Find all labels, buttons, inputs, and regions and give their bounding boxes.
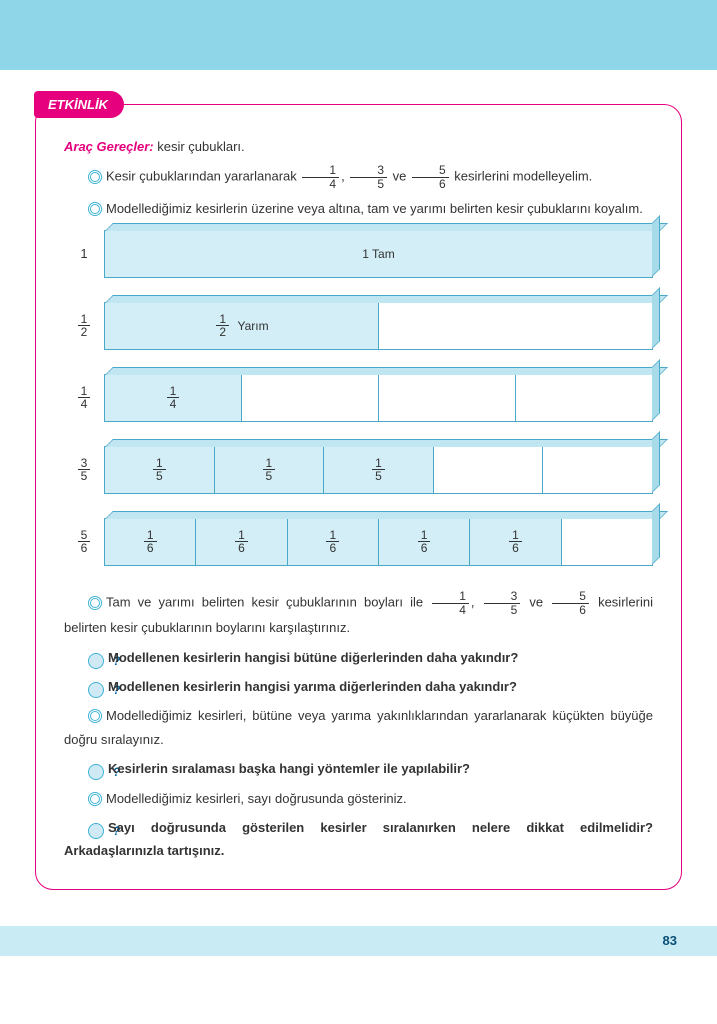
- p3a: Tam ve yarımı belirten kesir çubuklarını…: [106, 595, 430, 610]
- frac-3-5-b: 35: [484, 590, 521, 616]
- page-content: ETKİNLİK Araç Gereçler: kesir çubukları.…: [0, 70, 717, 900]
- question-1: ?Modellenen kesirlerin hangisi bütüne di…: [64, 646, 653, 669]
- bar-row: 561616161616: [64, 518, 653, 566]
- fraction-bars: 11 Tam1212 Yarım141435151515561616161616: [64, 230, 653, 566]
- bar-row-label: 35: [64, 457, 104, 483]
- ring-bullet-icon: [88, 709, 102, 723]
- tools-text: kesir çubukları.: [154, 139, 245, 154]
- bar-segment: [516, 375, 652, 421]
- page-number: 83: [663, 933, 677, 948]
- bar-segment: 15: [324, 447, 434, 493]
- question-4: ?Sayı doğrusunda gösterilen kesirler sır…: [64, 816, 653, 863]
- p1b: kesirlerini modelleyelim.: [454, 169, 592, 184]
- bar-row: 1414: [64, 374, 653, 422]
- bar-row-label: 1: [64, 246, 104, 261]
- para-2: Modellediğimiz kesirlerin üzerine veya a…: [64, 197, 653, 220]
- bar-container: 12 Yarım: [104, 302, 653, 350]
- question-mark-icon: ?: [88, 764, 104, 780]
- bar-container: 1 Tam: [104, 230, 653, 278]
- ring-bullet-icon: [88, 170, 102, 184]
- question-mark-icon: ?: [88, 823, 104, 839]
- bar-segment: 12 Yarım: [105, 303, 379, 349]
- question-mark-icon: ?: [88, 682, 104, 698]
- bar-segment: 15: [105, 447, 215, 493]
- para-5: Modellediğimiz kesirleri, sayı doğrusund…: [64, 787, 653, 810]
- bar-segment: [379, 303, 652, 349]
- bar-row: 11 Tam: [64, 230, 653, 278]
- bar-segment: [379, 375, 516, 421]
- bar-row-label: 14: [64, 385, 104, 411]
- bar-segment: [242, 375, 379, 421]
- frac-3-5: 35: [350, 164, 387, 190]
- activity-box: ETKİNLİK Araç Gereçler: kesir çubukları.…: [35, 104, 682, 890]
- bar-segment: 14: [105, 375, 242, 421]
- bar-segment: 16: [105, 519, 196, 565]
- ring-bullet-icon: [88, 596, 102, 610]
- frac-1-4: 14: [302, 164, 339, 190]
- bar-row-label: 12: [64, 313, 104, 339]
- question-3: ?Kesirlerin sıralaması başka hangi yönte…: [64, 757, 653, 780]
- bar-row-label: 56: [64, 529, 104, 555]
- tools-label: Araç Gereçler:: [64, 139, 154, 154]
- frac-1-4-b: 14: [432, 590, 469, 616]
- question-2: ?Modellenen kesirlerin hangisi yarıma di…: [64, 675, 653, 698]
- bar-container: 14: [104, 374, 653, 422]
- top-banner: [0, 0, 717, 70]
- activity-tab: ETKİNLİK: [34, 91, 124, 118]
- bar-segment: 16: [379, 519, 470, 565]
- bar-container: 151515: [104, 446, 653, 494]
- bar-segment: 1 Tam: [105, 231, 652, 277]
- bar-container: 1616161616: [104, 518, 653, 566]
- bar-row: 1212 Yarım: [64, 302, 653, 350]
- ring-bullet-icon: [88, 792, 102, 806]
- para-3: Tam ve yarımı belirten kesir çubuklarını…: [64, 590, 653, 640]
- bar-segment: 16: [196, 519, 287, 565]
- question-mark-icon: ?: [88, 653, 104, 669]
- page-number-bar: 83: [0, 926, 717, 956]
- frac-5-6-b: 56: [552, 590, 589, 616]
- bar-segment: [434, 447, 544, 493]
- bar-segment: 16: [288, 519, 379, 565]
- tools-line: Araç Gereçler: kesir çubukları.: [64, 135, 653, 158]
- p1a: Kesir çubuklarından yararlanarak: [106, 169, 300, 184]
- para-4: Modellediğimiz kesirleri, bütüne veya ya…: [64, 704, 653, 751]
- frac-5-6: 56: [412, 164, 449, 190]
- bar-segment: 15: [215, 447, 325, 493]
- bar-segment: 16: [470, 519, 561, 565]
- bar-segment: [543, 447, 652, 493]
- bar-segment: [562, 519, 652, 565]
- para-1: Kesir çubuklarından yararlanarak 14, 35 …: [64, 164, 653, 190]
- ring-bullet-icon: [88, 202, 102, 216]
- p2-text: Modellediğimiz kesirlerin üzerine veya a…: [106, 201, 643, 216]
- bar-row: 35151515: [64, 446, 653, 494]
